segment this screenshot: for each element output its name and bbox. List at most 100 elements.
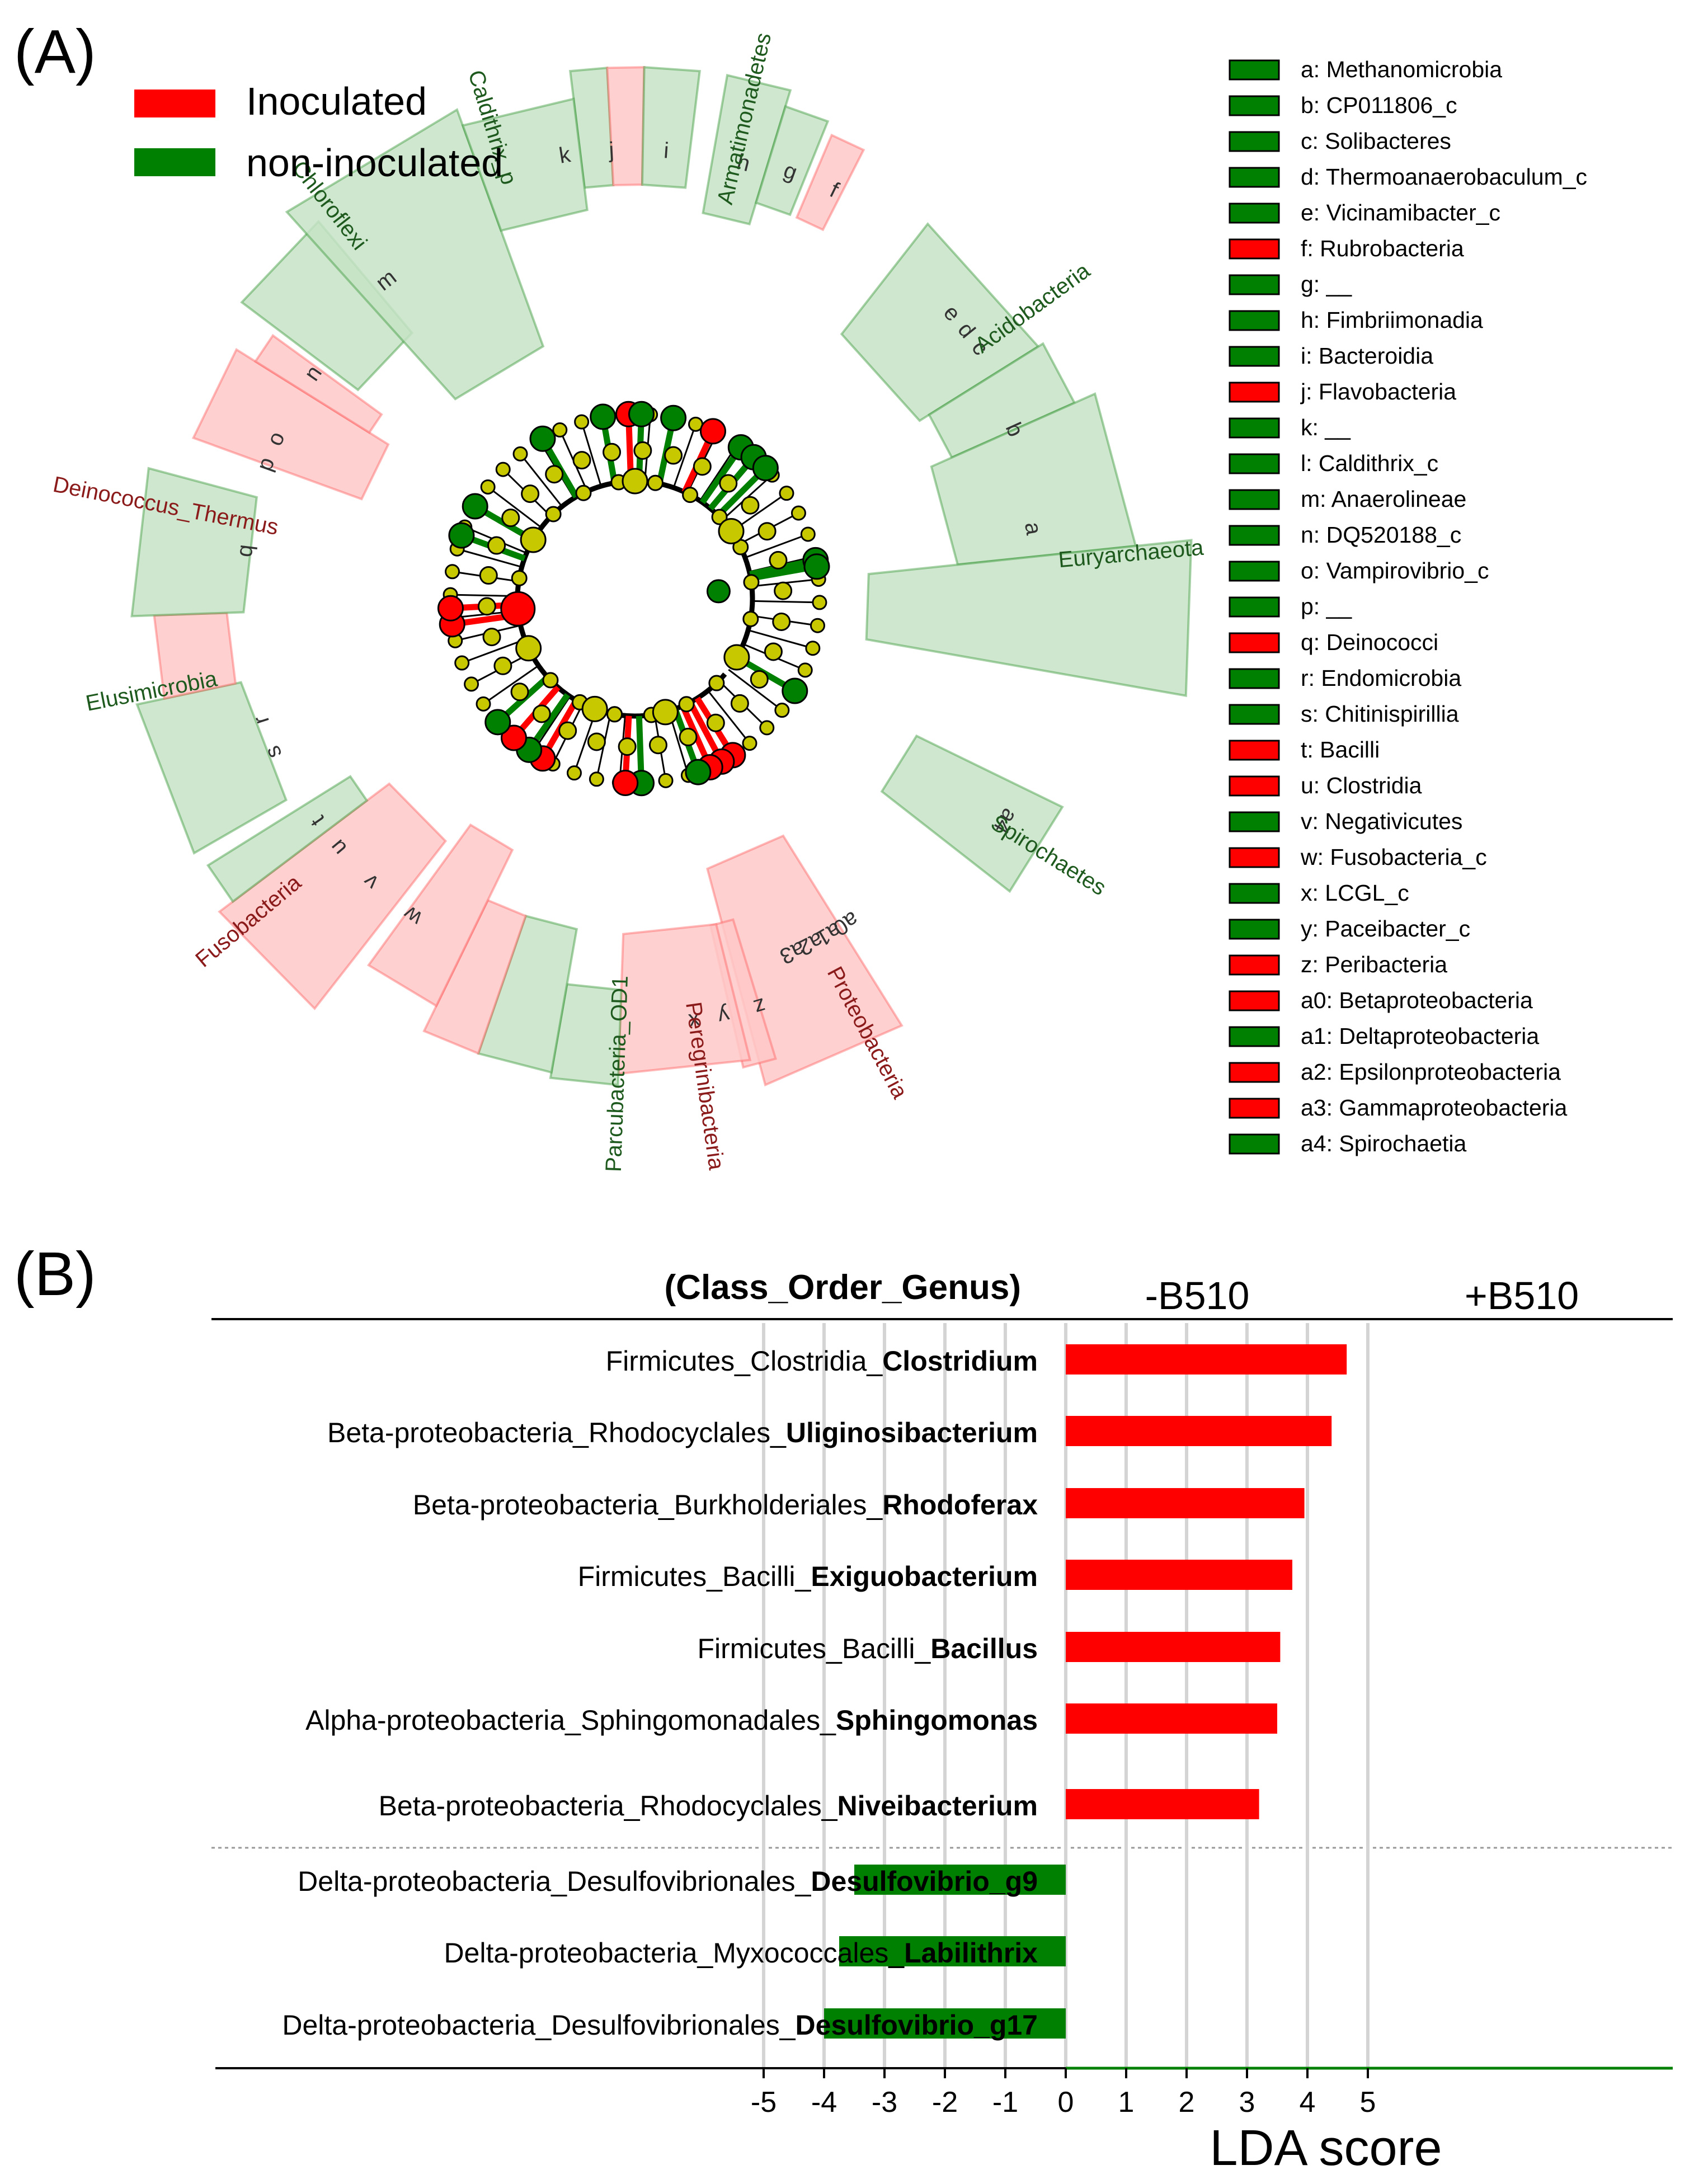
key-swatch: [1229, 919, 1280, 940]
lda-bar-chart: (B) (Class_Order_Genus) -B510 +B510 Firm…: [14, 1240, 1673, 2176]
bar-niveibacterium: [1066, 1789, 1259, 1819]
bar-labilithrix: [839, 1936, 1066, 1966]
bar-clostridium: [1066, 1344, 1347, 1375]
key-swatch: [1229, 1133, 1280, 1155]
x-tick-label: 3: [1239, 2086, 1255, 2119]
x-tick-label: -2: [932, 2086, 958, 2119]
key-swatch: [1229, 596, 1280, 618]
mid-node: [772, 612, 791, 631]
leaf-branch: [519, 453, 563, 507]
panel-b-label: (B): [14, 1240, 96, 1308]
clade-letter-q: q: [232, 543, 258, 558]
key-swatch: [1229, 1026, 1280, 1047]
key-swatch: [1229, 1098, 1280, 1119]
marked-node: [462, 493, 488, 520]
key-entry: a: Methanomicrobia: [1301, 57, 1502, 82]
category-label: Firmicutes_Clostridia_Clostridium: [606, 1345, 1038, 1377]
clade-highlight: [135, 681, 288, 855]
category-label: Beta-proteobacteria_Burkholderiales_Rhod…: [413, 1489, 1038, 1521]
x-tick-label: -1: [992, 2086, 1018, 2119]
key-entry: r: Endomicrobia: [1301, 665, 1461, 691]
key-entry: v: Negativicutes: [1301, 808, 1462, 834]
marked-node: [660, 404, 687, 431]
mid-node: [587, 732, 606, 751]
mid-node: [487, 536, 506, 555]
clade-highlight: [617, 923, 752, 1075]
marked-node: [752, 455, 779, 482]
key-swatch: [1229, 632, 1280, 653]
key-entry: a4: Spirochaetia: [1301, 1131, 1467, 1156]
x-axis-ticks: -5 -4 -3 -2 -1 0 1 2 3 4 5: [751, 2068, 1376, 2119]
key-entry: n: DQ520188_c: [1301, 522, 1461, 548]
key-entry: a0: Betaproteobacteria: [1301, 987, 1533, 1013]
internal-node: [682, 487, 699, 503]
mid-node: [757, 522, 777, 541]
clade-highlight: [840, 222, 1040, 422]
euryarchaeota-node: [706, 579, 731, 604]
internal-node: [647, 474, 664, 491]
mid-node: [521, 484, 540, 503]
leaf-node: [464, 676, 479, 692]
marked-node: [529, 425, 556, 452]
key-entry: p: __: [1301, 594, 1352, 619]
category-label: Firmicutes_Bacilli_Bacillus: [697, 1633, 1038, 1664]
leaf-node: [805, 641, 821, 656]
key-swatch: [1229, 775, 1280, 797]
mid-node: [719, 474, 738, 493]
key-swatch: [1229, 203, 1280, 224]
leaf-node: [759, 720, 775, 736]
clade-highlight: [477, 914, 578, 1074]
internal-node: [545, 506, 562, 523]
leaf-branch: [752, 600, 820, 604]
clade-highlight: [865, 539, 1193, 698]
neg-group-label: -B510: [1145, 1274, 1250, 1317]
key-swatch: [1229, 274, 1280, 295]
internal-node: [711, 509, 728, 525]
key-entry: b: CP011806_c: [1301, 92, 1457, 118]
key-swatch: [1229, 382, 1280, 403]
large-neutral-node: [520, 526, 547, 553]
leaf-branch: [747, 629, 813, 649]
bar-desulfovibrio_g9: [854, 1865, 1066, 1895]
key-swatch: [1229, 95, 1280, 116]
key-entry: a1: Deltaproteobacteria: [1301, 1023, 1539, 1049]
x-tick-label: 5: [1360, 2086, 1376, 2119]
internal-node: [678, 696, 695, 713]
bar-exiguobacterium: [1066, 1560, 1292, 1590]
marked-node: [685, 759, 712, 785]
mid-node: [648, 736, 667, 755]
bar-desulfovibrio_g17: [824, 2008, 1066, 2039]
internal-node: [742, 610, 759, 627]
clade-highlight: [366, 823, 514, 1008]
leaf-branch: [707, 690, 751, 744]
mid-node: [603, 443, 622, 462]
leaf-node: [812, 595, 827, 610]
category-label: Beta-proteobacteria_Rhodocyclales_Niveib…: [379, 1790, 1038, 1821]
leaf-node: [774, 703, 790, 718]
leaf-node: [810, 618, 825, 633]
key-entry: t: Bacilli: [1301, 737, 1380, 762]
mid-node: [764, 642, 783, 661]
key-swatch: [1229, 954, 1280, 976]
leaf-branch: [728, 669, 783, 711]
leaf-branch: [483, 665, 539, 705]
key-entry: m: Anaerolineae: [1301, 486, 1466, 512]
x-tick-label: -4: [811, 2086, 837, 2119]
key-entry: c: Solibacteres: [1301, 128, 1451, 154]
bar-uliginosibacterium: [1066, 1416, 1332, 1446]
key-swatch: [1229, 489, 1280, 510]
clade-highlight: [754, 105, 830, 216]
mid-node: [750, 670, 769, 689]
large-neutral-node: [581, 695, 608, 722]
mid-node: [774, 581, 793, 600]
clade-highlight: [461, 97, 589, 232]
key-swatch: [1229, 740, 1280, 761]
category-label: Delta-proteobacteria_Desulfovibrionales_…: [282, 2009, 1038, 2041]
leaf-node: [495, 462, 511, 477]
key-entry: f: Rubrobacteria: [1301, 236, 1464, 261]
key-entry: z: Peribacteria: [1301, 952, 1447, 977]
leaf-node: [512, 446, 528, 462]
key-swatch: [1229, 990, 1280, 1011]
internal-node: [606, 706, 623, 723]
key-swatch: [1229, 561, 1280, 582]
